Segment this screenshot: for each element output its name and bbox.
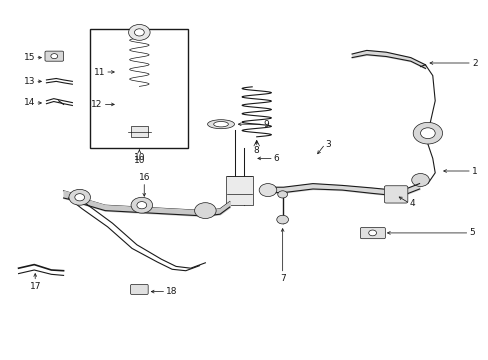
Circle shape	[411, 174, 428, 186]
Circle shape	[51, 54, 58, 59]
FancyBboxPatch shape	[360, 228, 385, 239]
Circle shape	[420, 128, 434, 139]
Text: 11: 11	[93, 68, 105, 77]
Text: 9: 9	[263, 120, 268, 129]
Text: 5: 5	[468, 229, 474, 238]
Text: 13: 13	[23, 77, 35, 86]
Bar	[90, 29, 188, 148]
Circle shape	[131, 197, 152, 213]
Text: 3: 3	[325, 140, 330, 149]
Text: 7: 7	[279, 274, 285, 283]
Ellipse shape	[207, 120, 234, 129]
Text: 8: 8	[253, 146, 259, 155]
FancyBboxPatch shape	[130, 284, 148, 294]
Circle shape	[276, 215, 288, 224]
FancyBboxPatch shape	[45, 51, 63, 61]
Circle shape	[194, 203, 216, 219]
Circle shape	[277, 191, 287, 198]
Ellipse shape	[213, 122, 228, 127]
Text: 1: 1	[471, 166, 477, 176]
Text: 14: 14	[24, 99, 35, 108]
FancyBboxPatch shape	[384, 186, 407, 203]
Circle shape	[128, 24, 150, 40]
Circle shape	[259, 184, 276, 197]
Text: 15: 15	[23, 53, 35, 62]
Circle shape	[69, 189, 90, 205]
Circle shape	[134, 29, 144, 36]
FancyBboxPatch shape	[131, 126, 147, 137]
Text: 6: 6	[273, 154, 279, 163]
Text: 2: 2	[471, 59, 477, 68]
Circle shape	[412, 122, 442, 144]
Circle shape	[75, 194, 84, 201]
Text: 4: 4	[409, 199, 415, 208]
Text: 12: 12	[91, 100, 102, 109]
Text: 10: 10	[133, 153, 145, 162]
Circle shape	[368, 230, 376, 236]
Text: 10: 10	[133, 156, 145, 165]
Text: 16: 16	[138, 173, 150, 182]
Circle shape	[137, 202, 146, 209]
FancyBboxPatch shape	[225, 176, 252, 205]
Text: 18: 18	[166, 287, 178, 296]
Text: 17: 17	[29, 282, 41, 291]
